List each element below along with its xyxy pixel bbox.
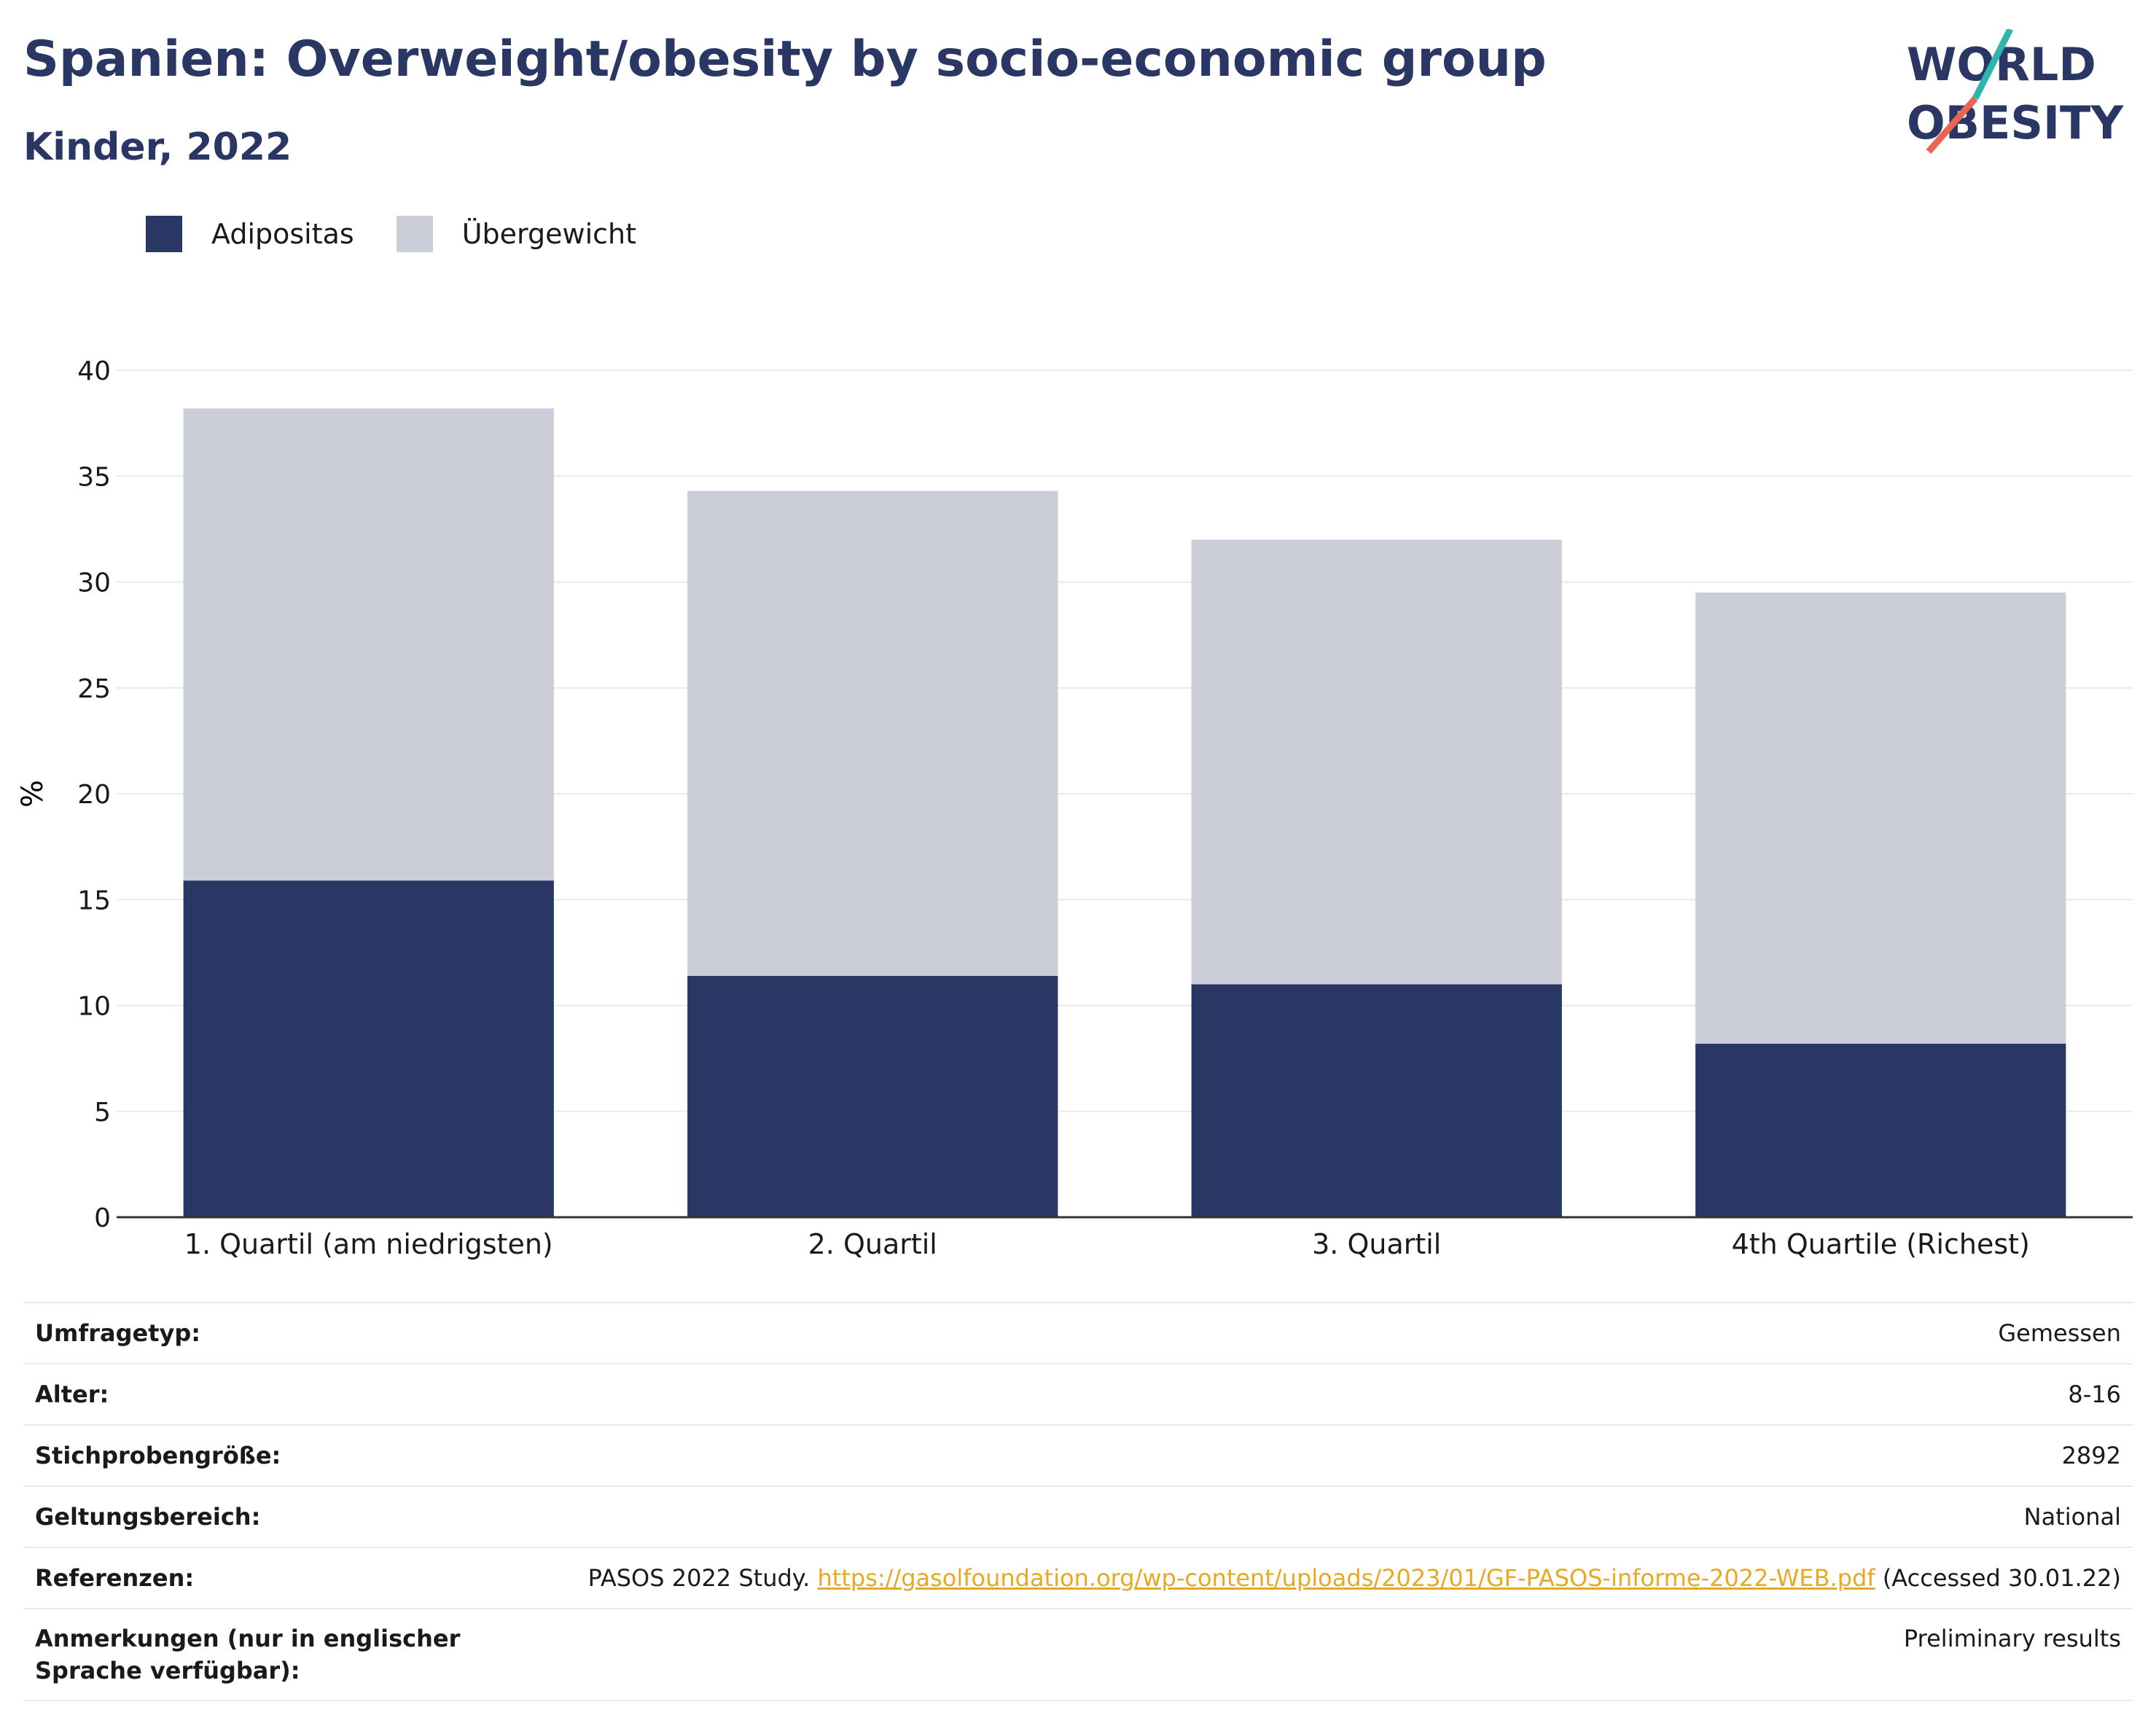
x-tick-label: 4th Quartile (Richest) bbox=[1732, 1228, 2030, 1260]
y-tick-label: 30 bbox=[77, 569, 111, 598]
bar-obesity[interactable] bbox=[1191, 984, 1562, 1217]
logo-line2: OBESITY bbox=[1907, 96, 2124, 149]
meta-label: Geltungsbereich: bbox=[35, 1503, 261, 1531]
bars bbox=[183, 408, 2066, 1217]
meta-label: Umfragetyp: bbox=[35, 1319, 201, 1347]
reference-link[interactable]: https://gasolfoundation.org/wp-content/u… bbox=[817, 1564, 1875, 1592]
y-tick-label: 15 bbox=[77, 886, 111, 915]
y-tick-label: 25 bbox=[77, 674, 111, 704]
x-tick-label: 1. Quartil (am niedrigsten) bbox=[184, 1228, 553, 1260]
meta-label: Referenzen: bbox=[35, 1564, 195, 1592]
chart-title: Spanien: Overweight/obesity by socio-eco… bbox=[23, 31, 1547, 88]
reference-text: PASOS 2022 Study. bbox=[587, 1564, 818, 1592]
legend-label-uebergewicht: Übergewicht bbox=[461, 218, 636, 250]
meta-value: Preliminary results bbox=[1903, 1625, 2121, 1652]
y-tick-label: 35 bbox=[77, 462, 111, 492]
y-axis-ticks: 0 5 10 15 20 25 30 35 40 bbox=[77, 356, 111, 1233]
meta-row-references: Referenzen: PASOS 2022 Study. https://ga… bbox=[23, 1548, 2133, 1609]
bar-obesity[interactable] bbox=[183, 880, 554, 1217]
legend-swatch-uebergewicht bbox=[396, 216, 433, 252]
chart-subtitle: Kinder, 2022 bbox=[23, 125, 292, 169]
x-tick-label: 3. Quartil bbox=[1312, 1228, 1441, 1260]
y-tick-label: 0 bbox=[94, 1203, 111, 1233]
x-tick-label: 2. Quartil bbox=[808, 1228, 937, 1260]
legend-item-adipositas[interactable]: Adipositas bbox=[146, 216, 354, 252]
meta-row-notes: Anmerkungen (nur in englischer Sprache v… bbox=[23, 1609, 2133, 1701]
y-axis-label: % bbox=[16, 780, 50, 808]
bar-obesity[interactable] bbox=[1695, 1043, 2066, 1217]
x-axis-ticks: 1. Quartil (am niedrigsten) 2. Quartil 3. … bbox=[184, 1228, 2030, 1260]
logo-teal-slash bbox=[1972, 29, 2014, 101]
world-obesity-logo: WORLD OBESITY bbox=[1907, 29, 2124, 154]
y-tick-label: 20 bbox=[77, 780, 111, 810]
legend-label-adipositas: Adipositas bbox=[211, 218, 354, 250]
reference-accessed: (Accessed 30.01.22) bbox=[1875, 1564, 2121, 1592]
bar-obesity[interactable] bbox=[687, 975, 1058, 1217]
metadata-table: Umfragetyp: Gemessen Alter: 8-16 Stichpr… bbox=[23, 1302, 2133, 1701]
meta-value-reference: PASOS 2022 Study. https://gasolfoundatio… bbox=[588, 1562, 2133, 1594]
meta-row-sample-size: Stichprobengröße: 2892 bbox=[23, 1426, 2133, 1487]
logo-coral-slash bbox=[1926, 96, 1978, 154]
meta-row-coverage: Geltungsbereich: National bbox=[23, 1487, 2133, 1548]
legend-item-uebergewicht[interactable]: Übergewicht bbox=[396, 216, 636, 252]
bar-overweight[interactable] bbox=[1695, 593, 2066, 1044]
chart-legend: Adipositas Übergewicht bbox=[146, 216, 679, 252]
y-tick-label: 5 bbox=[94, 1098, 111, 1128]
meta-value: 2892 bbox=[2061, 1442, 2121, 1469]
meta-row-survey-type: Umfragetyp: Gemessen bbox=[23, 1302, 2133, 1364]
meta-label: Alter: bbox=[35, 1380, 109, 1408]
meta-row-age: Alter: 8-16 bbox=[23, 1364, 2133, 1426]
meta-label: Anmerkungen (nur in englischer Sprache v… bbox=[35, 1625, 461, 1684]
y-tick-label: 40 bbox=[77, 356, 111, 386]
bar-chart: 0 5 10 15 20 25 30 35 40 1. Quartil (am niedrigs… bbox=[16, 356, 2133, 1260]
legend-swatch-adipositas bbox=[146, 216, 182, 252]
meta-value: Gemessen bbox=[1998, 1319, 2121, 1347]
bar-overweight[interactable] bbox=[1191, 539, 1562, 985]
meta-value: National bbox=[2023, 1503, 2121, 1531]
bar-overweight[interactable] bbox=[687, 491, 1058, 976]
meta-label: Stichprobengröße: bbox=[35, 1442, 281, 1469]
bar-overweight[interactable] bbox=[183, 408, 554, 881]
meta-value: 8-16 bbox=[2068, 1380, 2121, 1408]
y-tick-label: 10 bbox=[77, 992, 111, 1022]
